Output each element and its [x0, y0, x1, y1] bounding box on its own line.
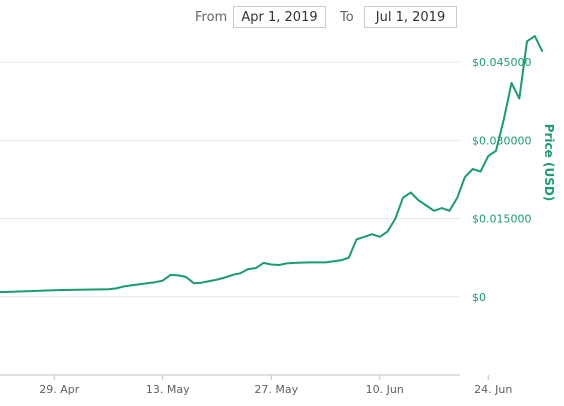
y-axis-ticks: $0 $0.015000 $0.030000 $0.045000 [472, 56, 532, 304]
x-axis-ticks: 29. Apr 13. May 27. May 10. Jun 24. Jun [39, 375, 512, 396]
grid-lines [0, 61, 460, 298]
x-tick-label: 13. May [146, 383, 190, 396]
from-label: From [195, 10, 228, 25]
x-tick-label: 29. Apr [39, 383, 79, 396]
y-axis-title: Price (USD) [542, 124, 556, 202]
y-tick-label: $0.030000 [472, 134, 532, 147]
x-tick-label: 24. Jun [474, 383, 512, 396]
price-series-line [0, 35, 544, 294]
to-date-input[interactable]: Jul 1, 2019 [364, 6, 457, 28]
from-date-input[interactable]: Apr 1, 2019 [233, 6, 326, 28]
x-tick-label: 27. May [254, 383, 298, 396]
to-label: To [340, 10, 354, 25]
x-tick-label: 10. Jun [366, 383, 404, 396]
y-tick-label: $0.015000 [472, 213, 532, 226]
date-range-selector: From Apr 1, 2019 To Jul 1, 2019 [0, 6, 564, 30]
y-tick-label: $0 [472, 291, 486, 304]
y-tick-label: $0.045000 [472, 56, 532, 69]
